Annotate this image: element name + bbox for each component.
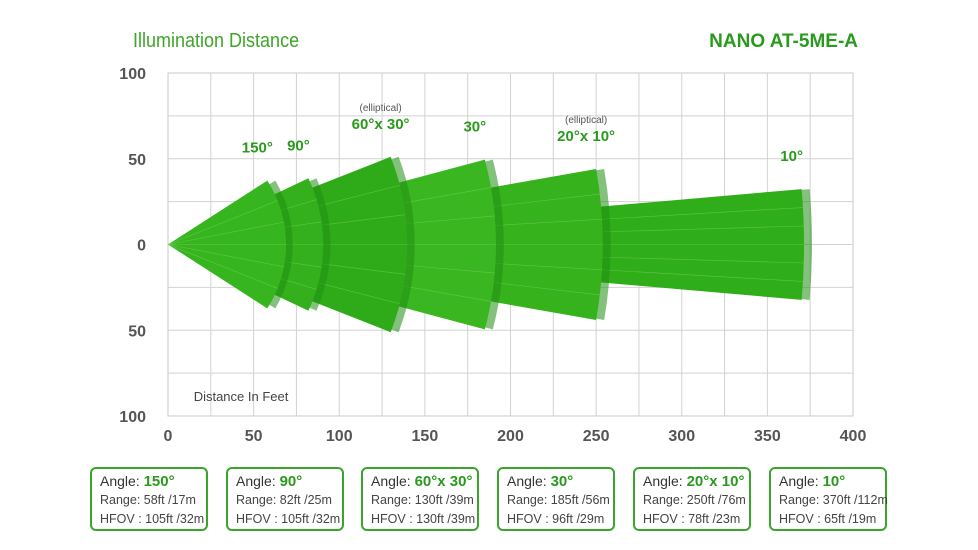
x-tick-label: 50: [245, 428, 263, 445]
card-range: Range: 185ft /56m: [507, 493, 610, 507]
card-angle-value: 60°x 30°: [414, 473, 473, 490]
card-hfov: HFOV : 96ft /29m: [507, 512, 605, 526]
spec-card-150: Angle: 150° Range: 58ft /17m HFOV : 105f…: [90, 467, 208, 531]
beam-ray: [167, 200, 278, 245]
y-tick-label: 100: [119, 66, 146, 83]
y-tick-label: 50: [128, 152, 146, 169]
beam-ray: [167, 244, 278, 289]
x-axis-label: Distance In Feet: [194, 389, 289, 404]
beam-ray: [167, 244, 285, 268]
card-hfov: HFOV : 105ft /32m: [100, 512, 205, 526]
x-tick-label: 250: [583, 428, 610, 445]
beam-label: 60°x 30°: [352, 116, 410, 133]
card-angle-row: Angle: 30°: [507, 472, 613, 491]
card-range: Range: 370ft /112m: [779, 493, 888, 507]
x-tick-label: 100: [326, 428, 353, 445]
card-angle-value: 90°: [279, 473, 303, 490]
model-name: NANO AT-5ME-A: [709, 31, 858, 52]
x-tick-label: 200: [497, 428, 524, 445]
card-range: Range: 58ft /17m: [100, 493, 196, 507]
card-range: Range: 130ft /39m: [371, 493, 474, 507]
y-tick-label: 100: [119, 409, 146, 426]
beam-note: (elliptical): [565, 115, 607, 126]
spec-card-10: Angle: 10° Range: 370ft /112m HFOV : 65f…: [769, 467, 888, 531]
card-hfov: HFOV : 105ft /32m: [236, 512, 341, 526]
x-tick-label: 300: [668, 428, 695, 445]
x-tick-label: 400: [840, 428, 867, 445]
beam-note: (elliptical): [360, 103, 402, 114]
y-tick-label: 50: [128, 323, 146, 340]
beam-label: 20°x 10°: [557, 128, 615, 145]
beam-label: 30°: [463, 119, 486, 136]
x-tick-label: 350: [754, 428, 781, 445]
spec-card-90: Angle: 90° Range: 82ft /25m HFOV : 105ft…: [226, 467, 344, 531]
card-hfov: HFOV : 78ft /23m: [643, 512, 741, 526]
card-angle-row: Angle: 10°: [779, 472, 885, 491]
card-angle-label: Angle:: [371, 473, 415, 489]
card-angle-row: Angle: 20°x 10°: [643, 472, 749, 491]
chart-title: Illumination Distance: [133, 30, 300, 52]
x-tick-label: 150: [412, 428, 439, 445]
card-angle-label: Angle:: [507, 473, 551, 489]
card-range: Range: 250ft /76m: [643, 493, 746, 507]
spec-card-20x10: Angle: 20°x 10° Range: 250ft /76m HFOV :…: [633, 467, 751, 531]
card-angle-value: 10°: [822, 473, 846, 490]
beam-label: 10°: [780, 148, 803, 165]
x-tick-label: 0: [164, 428, 173, 445]
card-angle-row: Angle: 60°x 30°: [371, 472, 477, 491]
card-hfov: HFOV : 65ft /19m: [779, 512, 877, 526]
card-range: Range: 82ft /25m: [236, 493, 332, 507]
y-tick-label: 0: [137, 238, 146, 255]
beam-ray: [167, 221, 285, 245]
card-angle-row: Angle: 150°: [100, 472, 206, 491]
card-angle-label: Angle:: [100, 473, 144, 489]
spec-card-30: Angle: 30° Range: 185ft /56m HFOV : 96ft…: [497, 467, 615, 531]
spec-card-60x30: Angle: 60°x 30° Range: 130ft /39m HFOV :…: [361, 467, 479, 531]
beam-label: 150°: [242, 140, 273, 157]
beam-label: 90°: [287, 137, 310, 154]
card-angle-value: 30°: [550, 473, 574, 490]
card-angle-row: Angle: 90°: [236, 472, 342, 491]
card-angle-label: Angle:: [779, 473, 823, 489]
card-angle-label: Angle:: [643, 473, 687, 489]
card-angle-value: 20°x 10°: [686, 473, 745, 490]
card-angle-label: Angle:: [236, 473, 280, 489]
card-hfov: HFOV : 130ft /39m: [371, 512, 476, 526]
card-angle-value: 150°: [143, 473, 175, 490]
